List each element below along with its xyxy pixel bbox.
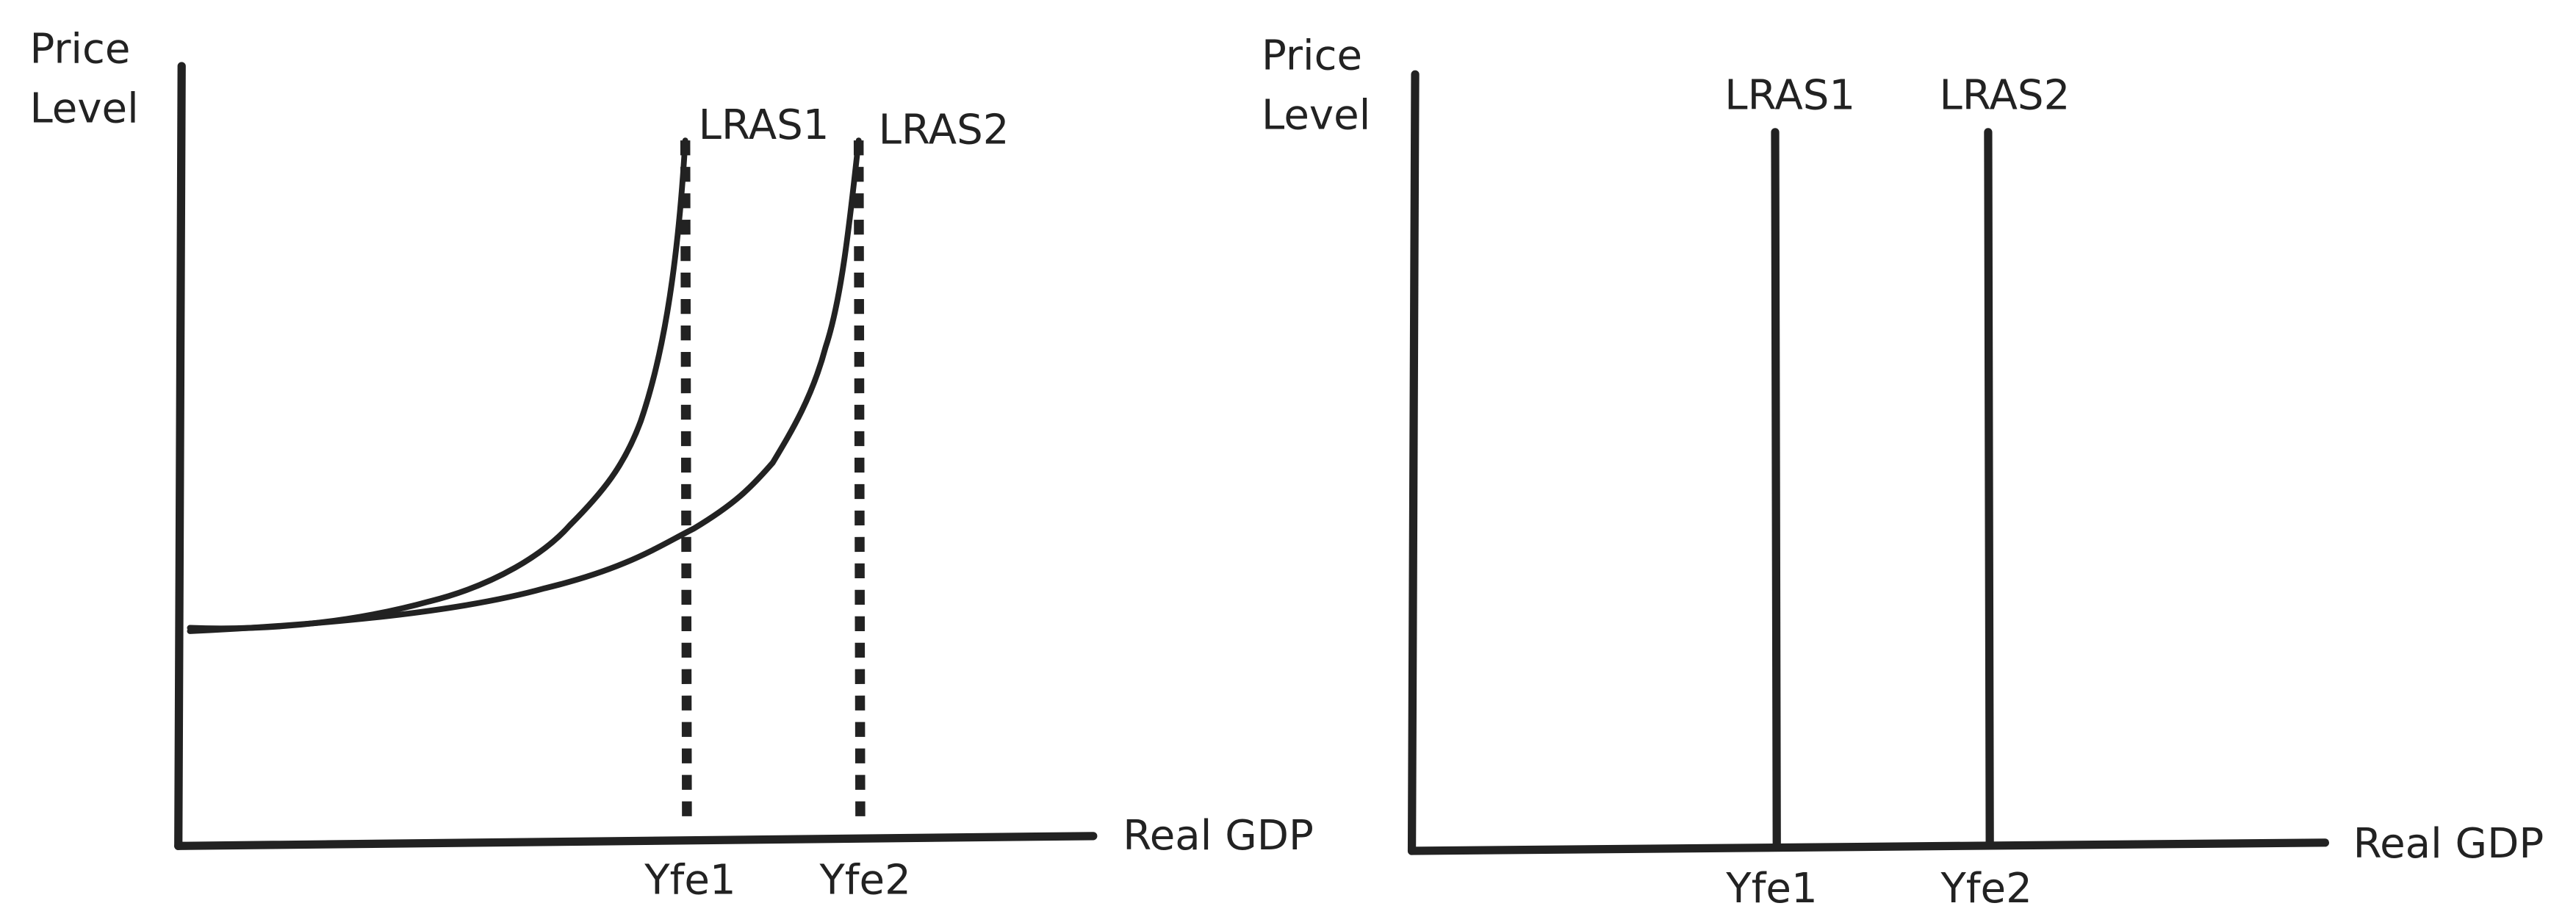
curve-label: LRAS1 bbox=[1724, 71, 1855, 119]
y-axis-label: Price bbox=[1262, 32, 1362, 79]
x-tick-label: Yfe1 bbox=[644, 857, 735, 905]
lras-line bbox=[1984, 128, 1994, 849]
y-axis bbox=[1407, 70, 1420, 855]
lras-dashed-line bbox=[680, 140, 692, 821]
x-tick-label: Yfe2 bbox=[1940, 865, 2032, 913]
x-tick-label: Yfe1 bbox=[1725, 865, 1817, 913]
x-axis bbox=[1407, 838, 2330, 855]
as-curve bbox=[187, 137, 688, 632]
y-axis bbox=[174, 62, 186, 850]
lras-line bbox=[1771, 128, 1781, 850]
right-panel: Price Level Real GDP LRAS1 LRAS2 Yfe1 Yf… bbox=[1262, 32, 2544, 912]
x-tick-label: Yfe2 bbox=[819, 857, 910, 905]
lras-dashed-line bbox=[853, 140, 866, 821]
curve-label: LRAS2 bbox=[1939, 71, 2070, 119]
curve-label: LRAS1 bbox=[699, 101, 830, 149]
x-axis bbox=[174, 832, 1098, 850]
curve-label: LRAS2 bbox=[879, 107, 1010, 154]
x-axis-label: Real GDP bbox=[1123, 812, 1314, 860]
as-curve bbox=[187, 137, 862, 634]
y-axis-label: Price bbox=[29, 25, 130, 73]
x-axis-label: Real GDP bbox=[2353, 820, 2544, 868]
y-axis-label: Level bbox=[29, 84, 138, 132]
y-axis-label: Level bbox=[1262, 91, 1370, 139]
left-panel: Price Level Real GDP LRAS1 LRAS2 Yfe1 Yf… bbox=[29, 25, 1313, 904]
